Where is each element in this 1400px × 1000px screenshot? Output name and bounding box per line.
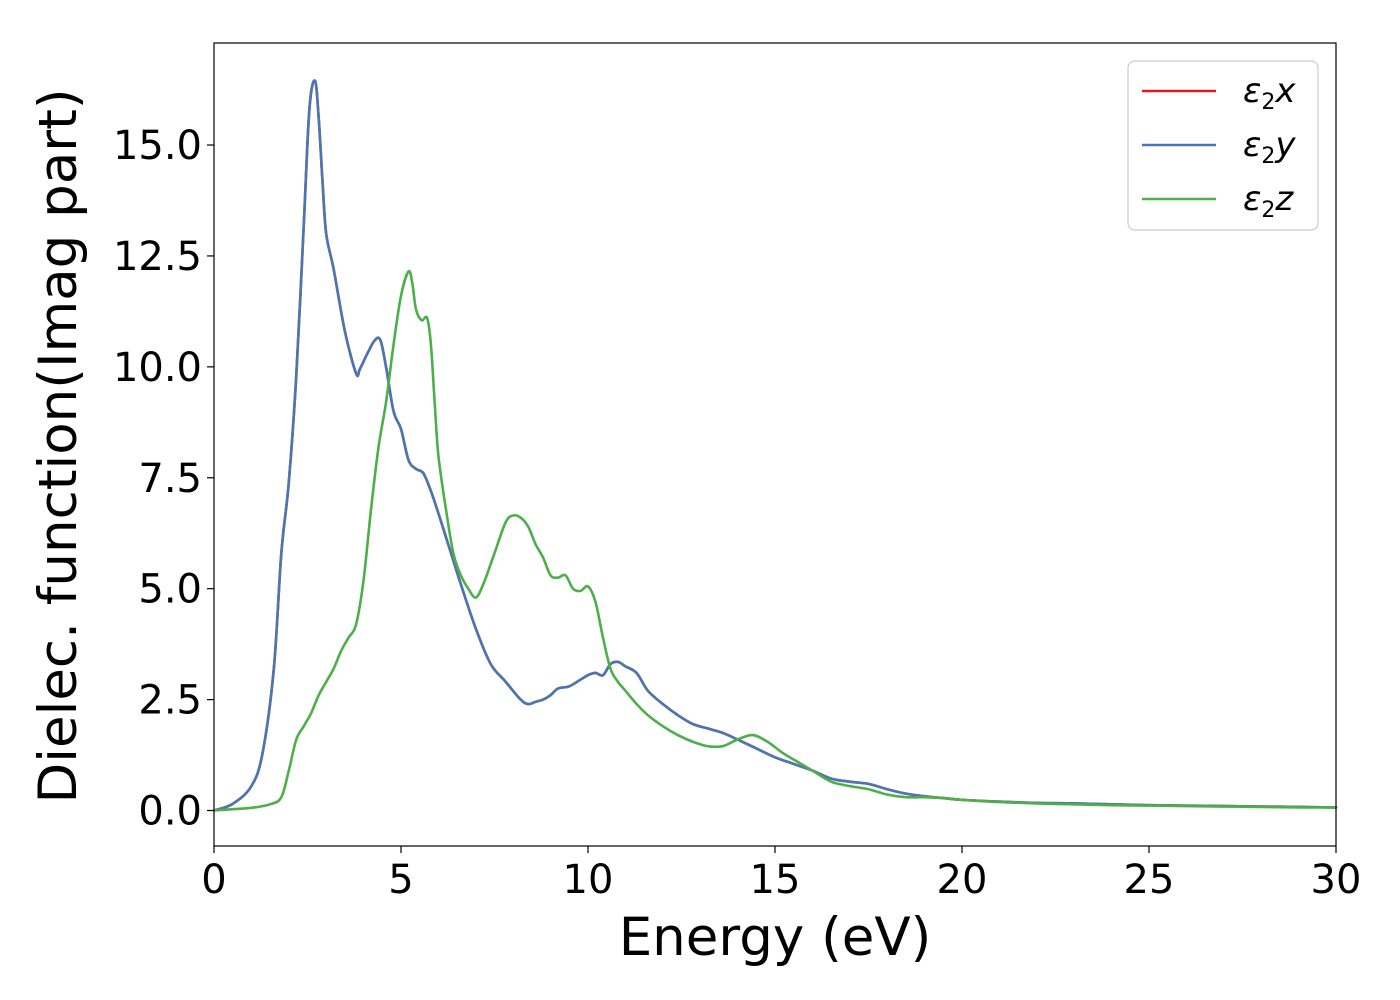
legend-label-y: ε2y bbox=[1243, 125, 1296, 169]
y-tick-label: 7.5 bbox=[138, 456, 202, 502]
y-axis-title: Dielec. function(Imag part) bbox=[28, 88, 89, 803]
y-tick-label: 2.5 bbox=[138, 678, 202, 724]
y-tick-label: 10.0 bbox=[113, 345, 202, 391]
legend: ε2x ε2y ε2z bbox=[1127, 60, 1319, 231]
x-tick-label: 20 bbox=[937, 857, 988, 903]
y-tick-label: 5.0 bbox=[138, 567, 202, 613]
x-tick-label: 5 bbox=[388, 857, 413, 903]
y-tick-label: 12.5 bbox=[113, 234, 202, 280]
x-tick-label: 30 bbox=[1311, 857, 1362, 903]
series-line-z bbox=[212, 269, 1338, 812]
series-layer bbox=[212, 79, 1338, 812]
legend-label-z: ε2z bbox=[1243, 179, 1294, 223]
y-axis: 0.0 2.5 5.0 7.5 10.0 12.5 15.0 bbox=[113, 123, 214, 835]
legend-frame bbox=[1127, 60, 1319, 231]
x-tick-label: 25 bbox=[1124, 857, 1175, 903]
x-tick-label: 10 bbox=[563, 857, 614, 903]
x-axis: 0 5 10 15 20 25 30 bbox=[201, 846, 1361, 903]
x-tick-label: 15 bbox=[750, 857, 801, 903]
series-line-y bbox=[212, 79, 1338, 812]
legend-label-x: ε2x bbox=[1243, 71, 1296, 115]
x-tick-label: 0 bbox=[201, 857, 226, 903]
x-axis-title: Energy (eV) bbox=[619, 907, 932, 968]
y-tick-label: 15.0 bbox=[113, 123, 202, 169]
y-tick-label: 0.0 bbox=[138, 789, 202, 835]
